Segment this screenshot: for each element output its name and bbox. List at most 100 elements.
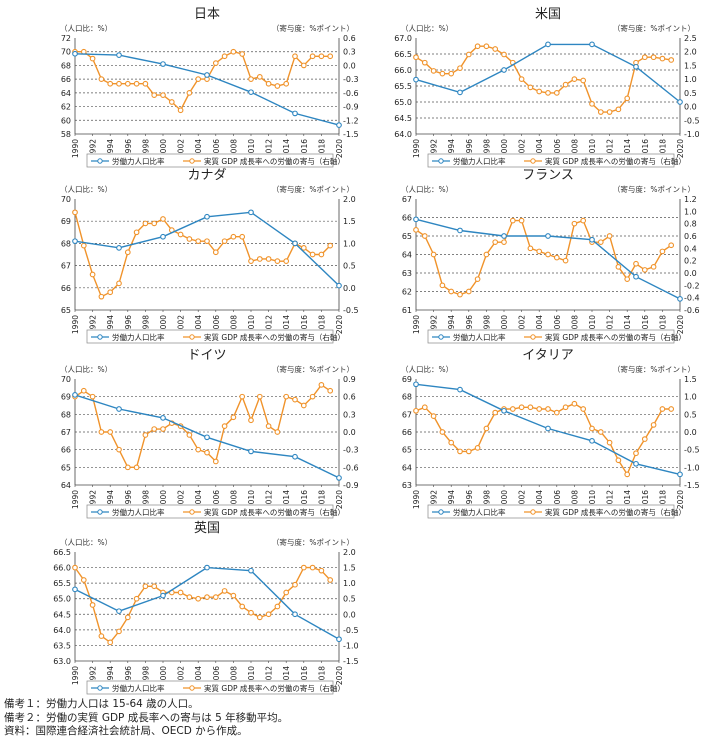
- contribution-point: [133, 229, 140, 236]
- x-tick-label: 2016: [641, 315, 650, 334]
- contribution-point: [518, 217, 525, 224]
- labor-point: [72, 586, 78, 593]
- right-tick-label: -0.3: [343, 75, 359, 84]
- contribution-point: [430, 68, 437, 74]
- x-tick-label: 1992: [89, 315, 98, 334]
- right-tick-label: -1.0: [343, 641, 359, 650]
- legend-contribution-label: 実質 GDP 成長率への労働の寄与（右軸）: [545, 156, 686, 166]
- right-tick-label: 0.0: [684, 103, 697, 112]
- left-tick-label: 72: [61, 34, 71, 43]
- left-tick-label: 66: [402, 428, 412, 437]
- contribution-point: [421, 404, 428, 411]
- x-tick-label: 1998: [482, 139, 491, 158]
- right-tick-label: 0.0: [343, 284, 356, 293]
- contribution-line: [75, 50, 331, 112]
- right-tick-label: 1.5: [343, 217, 356, 226]
- labor-point: [589, 41, 595, 48]
- contribution-point: [474, 445, 481, 451]
- labor-point: [248, 567, 254, 574]
- left-tick-label: 66: [61, 446, 71, 455]
- left-axis-unit: （人口比：%）: [60, 364, 112, 374]
- labor-line: [415, 218, 681, 300]
- contribution-point: [483, 43, 490, 50]
- x-tick-label: 2016: [300, 666, 309, 685]
- right-tick-label: 0.0: [343, 61, 356, 70]
- right-tick-label: 0.3: [343, 410, 356, 419]
- labor-point: [501, 407, 507, 414]
- contribution-point: [474, 276, 481, 283]
- contribution-point: [116, 280, 122, 287]
- contribution-point: [72, 209, 78, 216]
- x-tick-label: 2020: [335, 490, 344, 509]
- contribution-point: [597, 239, 604, 246]
- left-tick-label: 64: [61, 481, 71, 490]
- contribution-point: [239, 233, 246, 240]
- x-tick-label: 1998: [141, 315, 150, 334]
- x-tick-label: 2002: [177, 139, 186, 158]
- contribution-point: [327, 242, 334, 249]
- contribution-point: [133, 464, 140, 471]
- x-tick-label: 1994: [106, 490, 115, 509]
- chart-title: イタリア: [522, 348, 573, 363]
- right-tick-label: 0.5: [343, 595, 356, 604]
- right-tick-label: 0.6: [684, 232, 697, 241]
- contribution-point: [518, 404, 525, 411]
- contribution-point: [221, 423, 228, 429]
- contribution-point: [492, 409, 499, 416]
- legend: 労働力人口比率 実質 GDP 成長率への労働の寄与（右軸）: [86, 680, 345, 695]
- legend: 労働力人口比率 実質 GDP 成長率への労働の寄与（右軸）: [427, 153, 686, 168]
- right-tick-label: 1.0: [684, 393, 697, 402]
- right-tick-label: 2.0: [343, 548, 356, 557]
- contribution-point: [186, 594, 193, 601]
- legend-labor-marker: [97, 158, 103, 164]
- right-tick-label: -0.6: [343, 89, 359, 98]
- x-tick-label: 2020: [335, 315, 344, 334]
- x-tick-label: 2002: [518, 490, 527, 509]
- x-tick-label: 2006: [553, 315, 562, 334]
- right-tick-label: 2.5: [684, 34, 697, 43]
- contribution-point: [274, 258, 281, 265]
- contribution-point: [292, 396, 298, 403]
- legend-labor-marker: [97, 685, 103, 691]
- contribution-point: [116, 628, 122, 635]
- contribution-point: [89, 271, 96, 278]
- right-tick-label: -0.2: [684, 281, 700, 290]
- contribution-point: [318, 53, 325, 60]
- x-tick-label: 2000: [159, 490, 168, 509]
- x-tick-label: 2004: [194, 139, 203, 158]
- chart-title: カナダ: [187, 168, 226, 183]
- contribution-point: [448, 70, 455, 77]
- legend-box: [86, 680, 334, 695]
- labor-point: [336, 282, 342, 289]
- contribution-point: [553, 90, 560, 96]
- contribution-point: [580, 406, 587, 412]
- x-tick-label: 2012: [606, 315, 615, 334]
- contribution-point: [501, 239, 507, 246]
- right-tick-label: -1.0: [684, 463, 700, 472]
- x-tick-label: 2014: [282, 666, 291, 685]
- labor-point: [633, 273, 639, 280]
- left-axis-unit: （人口比：%）: [401, 23, 453, 33]
- contribution-point: [597, 429, 604, 435]
- legend: 労働力人口比率 実質 GDP 成長率への労働の寄与（右軸）: [86, 329, 345, 344]
- contribution-point: [186, 432, 193, 438]
- x-tick-label: 1992: [430, 490, 439, 509]
- right-tick-label: 0.6: [343, 393, 356, 402]
- contribution-point: [527, 245, 534, 252]
- contribution-point: [248, 609, 254, 616]
- labor-line: [74, 566, 340, 640]
- contribution-point: [221, 588, 228, 594]
- right-tick-label: 1.5: [684, 375, 697, 384]
- left-tick-label: 67.0: [394, 34, 412, 43]
- contribution-point: [89, 55, 96, 62]
- x-tick-label: 2020: [676, 490, 685, 509]
- contribution-point: [256, 74, 263, 80]
- contribution-point: [221, 238, 228, 245]
- contribution-point: [212, 60, 219, 66]
- legend-box: [427, 153, 675, 168]
- x-tick-label: 1994: [106, 666, 115, 685]
- contribution-point: [668, 406, 675, 412]
- contribution-point: [536, 88, 543, 95]
- contribution-point: [624, 276, 631, 283]
- x-tick-label: 1990: [71, 490, 80, 509]
